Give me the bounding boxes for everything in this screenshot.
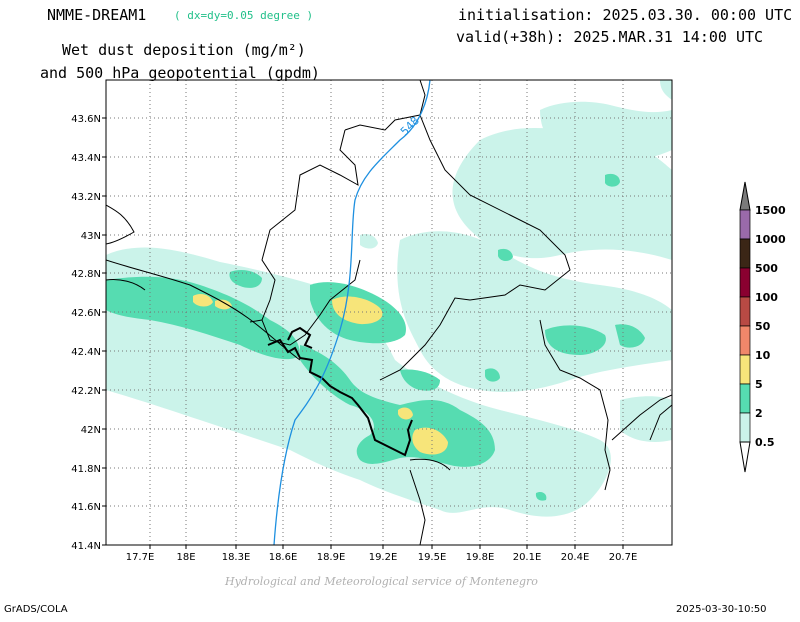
colorbar-swatch-5 bbox=[739, 354, 751, 385]
lon-tick: 18E bbox=[176, 552, 195, 563]
colorbar-label: 50 bbox=[755, 320, 771, 333]
lat-tick: 41.6N bbox=[71, 502, 101, 513]
credit-text: Hydrological and Meteorological service … bbox=[225, 575, 538, 588]
lat-tick: 42.6N bbox=[71, 308, 101, 319]
colorbar-label: 1500 bbox=[755, 204, 786, 217]
lon-tick: 18.6E bbox=[269, 552, 298, 563]
colorbar-swatch-2 bbox=[739, 383, 751, 414]
colorbar-bottom-arrow bbox=[739, 441, 751, 473]
colorbar-label: 0.5 bbox=[755, 436, 775, 449]
initialisation-time: initialisation: 2025.03.30. 00:00 UTC bbox=[458, 6, 793, 24]
lat-tick: 42N bbox=[81, 425, 101, 436]
lon-tick: 19.2E bbox=[369, 552, 398, 563]
colorbar-label: 1000 bbox=[755, 233, 786, 246]
geopotential-contour bbox=[273, 80, 431, 545]
lat-tick: 43N bbox=[81, 231, 101, 242]
valid-time: valid(+38h): 2025.MAR.31 14:00 UTC bbox=[456, 28, 764, 46]
colorbar-label: 100 bbox=[755, 291, 778, 304]
lon-tick: 17.7E bbox=[126, 552, 155, 563]
variable-title-line1: Wet dust deposition (mg/m²) bbox=[62, 41, 306, 59]
lat-tick: 42.8N bbox=[71, 269, 101, 280]
software-label: GrADS/COLA bbox=[4, 604, 68, 615]
lon-tick: 18.9E bbox=[317, 552, 346, 563]
lat-tick: 41.4N bbox=[71, 541, 101, 552]
lat-tick: 42.2N bbox=[71, 386, 101, 397]
colorbar-swatch-1000 bbox=[739, 209, 751, 240]
lat-ticks-marks bbox=[102, 117, 106, 546]
lat-tick: 43.2N bbox=[71, 192, 101, 203]
lat-tick: 42.4N bbox=[71, 347, 101, 358]
colorbar-label: 2 bbox=[755, 407, 763, 420]
grid-lines bbox=[106, 80, 672, 545]
lon-tick: 18.3E bbox=[222, 552, 251, 563]
lon-tick: 20.1E bbox=[513, 552, 542, 563]
lon-axis: 17.7E 18E 18.3E 18.6E 18.9E 19.2E 19.5E … bbox=[126, 552, 638, 563]
lat-axis: 43.6N 43.4N 43.2N 43N 42.8N 42.6N 42.4N … bbox=[71, 114, 101, 552]
lon-tick: 19.5E bbox=[418, 552, 447, 563]
colorbar-swatch-50 bbox=[739, 296, 751, 327]
colorbar-swatch-0.5 bbox=[739, 412, 751, 443]
country-borders bbox=[106, 80, 672, 545]
colorbar-swatch-100 bbox=[739, 267, 751, 298]
colorbar-swatch-500 bbox=[739, 238, 751, 269]
colorbar-swatch-10 bbox=[739, 325, 751, 356]
lat-tick: 43.6N bbox=[71, 114, 101, 125]
dust-field-high bbox=[193, 294, 448, 455]
colorbar-label: 5 bbox=[755, 378, 763, 391]
lon-tick: 19.8E bbox=[466, 552, 495, 563]
colorbar-top-arrow bbox=[739, 181, 751, 211]
model-title: NMME-DREAM1 bbox=[47, 6, 147, 24]
generated-timestamp: 2025-03-30-10:50 bbox=[676, 604, 767, 615]
lon-tick: 20.4E bbox=[561, 552, 590, 563]
variable-title-line2: and 500 hPa geopotential (gpdm) bbox=[40, 64, 320, 82]
lon-ticks-marks bbox=[149, 545, 624, 549]
resolution-note: ( dx=dy=0.05 degree ) bbox=[174, 9, 314, 22]
lon-tick: 20.7E bbox=[609, 552, 638, 563]
lat-tick: 41.8N bbox=[71, 464, 101, 475]
lat-tick: 43.4N bbox=[71, 153, 101, 164]
colorbar-label: 10 bbox=[755, 349, 771, 362]
colorbar: 1500 1000 500 100 50 10 5 2 0.5 bbox=[739, 181, 786, 473]
colorbar-label: 500 bbox=[755, 262, 778, 275]
coastline bbox=[267, 326, 413, 457]
